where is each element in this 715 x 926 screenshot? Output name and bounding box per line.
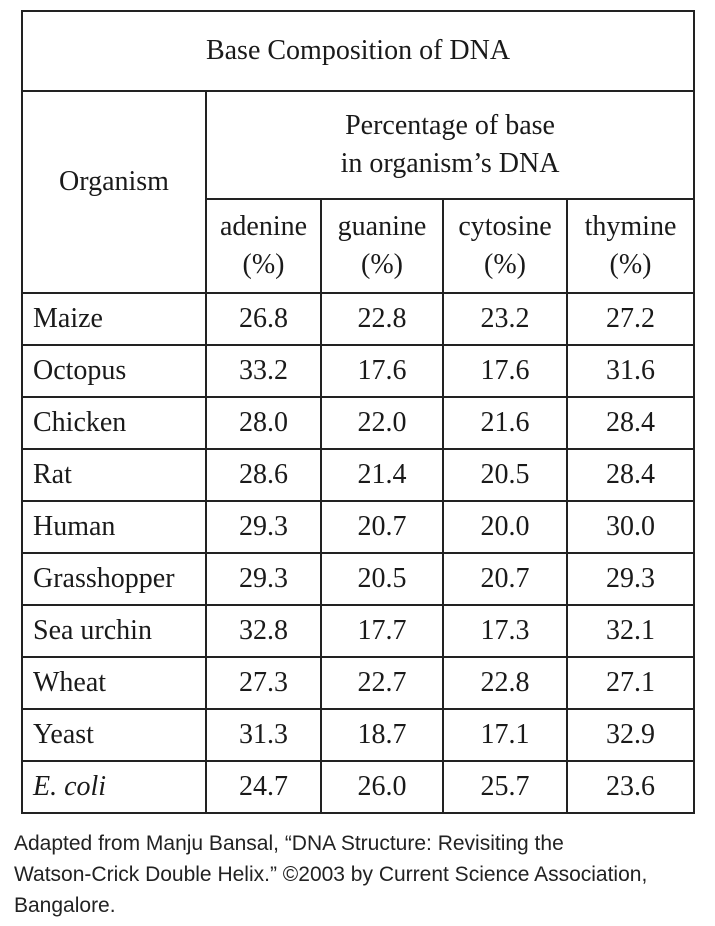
- value-cell-cytosine: 21.6: [442, 396, 568, 450]
- organism-cell: Chicken: [21, 396, 207, 450]
- organism-column-header: Organism: [21, 90, 207, 294]
- value-cell-guanine: 20.7: [320, 500, 444, 554]
- column-header-cytosine: cytosine (%): [442, 198, 568, 294]
- value-cell-cytosine: 20.5: [442, 448, 568, 502]
- caption-line: Adapted from Manju Bansal, “DNA Structur…: [14, 832, 564, 855]
- value-cell-thymine: 27.1: [565, 656, 696, 710]
- value-cell-adenine: 26.8: [205, 292, 322, 346]
- column-header-guanine: guanine (%): [320, 198, 444, 294]
- source-caption: Adapted from Manju Bansal, “DNA Structur…: [14, 828, 704, 921]
- column-header-thymine: thymine (%): [565, 198, 696, 294]
- column-header-name: cytosine: [458, 211, 552, 242]
- value-cell-guanine: 17.6: [320, 344, 444, 398]
- value-cell-adenine: 29.3: [205, 552, 322, 606]
- table-row: Rat 28.6 21.4 20.5 28.4: [21, 448, 696, 502]
- table-body: Maize 26.8 22.8 23.2 27.2 Octopus 33.2 17.6 17.6…: [21, 292, 696, 814]
- value-cell-guanine: 20.5: [320, 552, 444, 606]
- organism-cell: Sea urchin: [21, 604, 207, 658]
- value-cell-cytosine: 17.3: [442, 604, 568, 658]
- column-header-name: thymine: [584, 211, 677, 242]
- value-cell-adenine: 28.0: [205, 396, 322, 450]
- table-row: Chicken 28.0 22.0 21.6 28.4: [21, 396, 696, 450]
- value-cell-cytosine: 20.7: [442, 552, 568, 606]
- table-row: E. coli 24.7 26.0 25.7 23.6: [21, 760, 696, 814]
- table-row: Maize 26.8 22.8 23.2 27.2: [21, 292, 696, 346]
- column-header-unit: (%): [609, 249, 652, 280]
- percentage-group-header: Percentage of base in organism’s DNA: [204, 90, 696, 200]
- table-row: Human 29.3 20.7 20.0 30.0: [21, 500, 696, 554]
- column-header-unit: (%): [242, 249, 285, 280]
- value-cell-thymine: 28.4: [565, 448, 696, 502]
- caption-line: Bangalore.: [14, 894, 116, 917]
- table-row: Grasshopper 29.3 20.5 20.7 29.3: [21, 552, 696, 606]
- value-cell-guanine: 17.7: [320, 604, 444, 658]
- value-cell-thymine: 27.2: [565, 292, 696, 346]
- value-cell-thymine: 23.6: [565, 760, 696, 814]
- caption-line: Watson-Crick Double Helix.” ©2003 by Cur…: [14, 863, 648, 886]
- column-header-unit: (%): [361, 249, 403, 280]
- value-cell-thymine: 31.6: [565, 344, 696, 398]
- value-cell-cytosine: 25.7: [442, 760, 568, 814]
- table-row: Yeast 31.3 18.7 17.1 32.9: [21, 708, 696, 762]
- percentage-header-line-2: in organism’s DNA: [340, 148, 560, 179]
- value-cell-guanine: 22.7: [320, 656, 444, 710]
- value-cell-cytosine: 22.8: [442, 656, 568, 710]
- table-row: Octopus 33.2 17.6 17.6 31.6: [21, 344, 696, 398]
- column-header-adenine: adenine (%): [205, 198, 322, 294]
- organism-cell: Human: [21, 500, 207, 554]
- value-cell-guanine: 18.7: [320, 708, 444, 762]
- table-row: Wheat 27.3 22.7 22.8 27.1: [21, 656, 696, 710]
- value-cell-thymine: 29.3: [565, 552, 696, 606]
- value-cell-adenine: 31.3: [205, 708, 322, 762]
- organism-cell: Yeast: [21, 708, 207, 762]
- organism-cell: Rat: [21, 448, 207, 502]
- value-cell-adenine: 29.3: [205, 500, 322, 554]
- value-cell-cytosine: 17.6: [442, 344, 568, 398]
- organism-cell: Maize: [21, 292, 207, 346]
- organism-cell: Wheat: [21, 656, 207, 710]
- organism-cell: E. coli: [21, 760, 207, 814]
- dna-base-table: Base Composition of DNA Organism Percent…: [20, 10, 696, 814]
- column-header-name: adenine: [219, 211, 308, 242]
- table-row: Sea urchin 32.8 17.7 17.3 32.1: [21, 604, 696, 658]
- value-cell-cytosine: 23.2: [442, 292, 568, 346]
- value-cell-cytosine: 20.0: [442, 500, 568, 554]
- value-cell-thymine: 28.4: [565, 396, 696, 450]
- value-cell-cytosine: 17.1: [442, 708, 568, 762]
- organism-cell: Octopus: [21, 344, 207, 398]
- value-cell-adenine: 33.2: [205, 344, 322, 398]
- value-cell-guanine: 21.4: [320, 448, 444, 502]
- organism-cell: Grasshopper: [21, 552, 207, 606]
- value-cell-guanine: 22.8: [320, 292, 444, 346]
- value-cell-adenine: 27.3: [205, 656, 322, 710]
- value-cell-adenine: 32.8: [205, 604, 322, 658]
- value-cell-thymine: 32.9: [565, 708, 696, 762]
- value-cell-adenine: 24.7: [205, 760, 322, 814]
- column-header-name: guanine: [337, 211, 427, 242]
- column-header-unit: (%): [484, 249, 526, 280]
- percentage-header-line-1: Percentage of base: [345, 110, 555, 141]
- value-cell-guanine: 26.0: [320, 760, 444, 814]
- value-cell-adenine: 28.6: [205, 448, 322, 502]
- table-title: Base Composition of DNA: [20, 10, 696, 92]
- value-cell-thymine: 32.1: [565, 604, 696, 658]
- value-cell-guanine: 22.0: [320, 396, 444, 450]
- value-cell-thymine: 30.0: [565, 500, 696, 554]
